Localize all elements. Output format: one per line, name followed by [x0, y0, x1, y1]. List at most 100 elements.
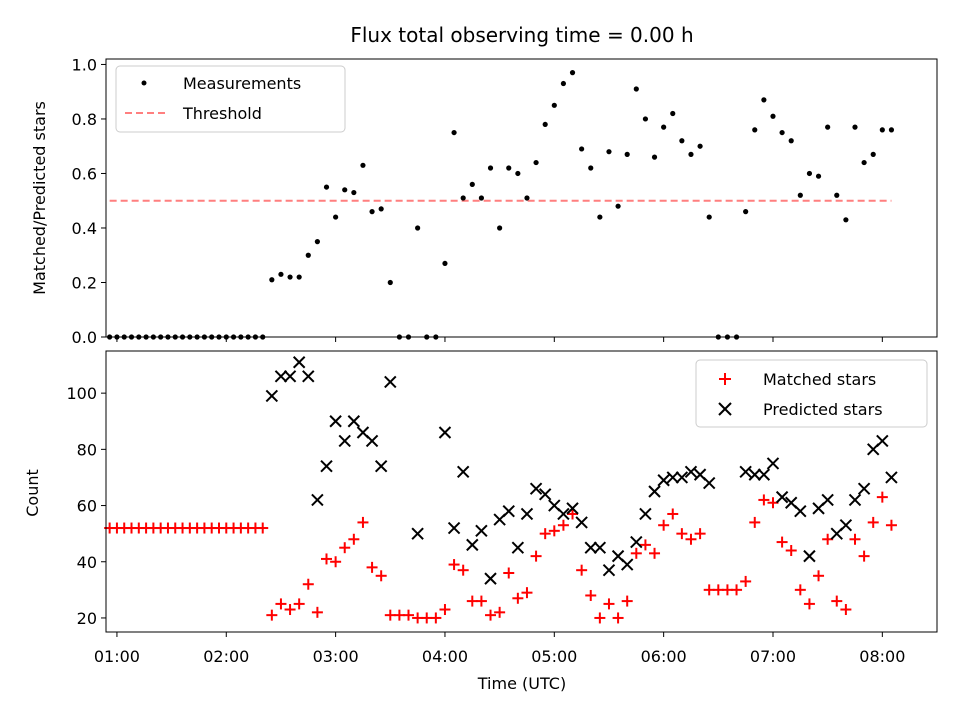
predicted-star-marker	[502, 504, 515, 518]
measurement-point	[825, 124, 831, 130]
matched-star-marker	[831, 595, 843, 607]
measurement-point	[588, 165, 594, 171]
matched-star-marker	[594, 612, 606, 624]
measurement-point	[360, 162, 366, 168]
measurement-point	[442, 260, 448, 267]
measurement-point	[688, 151, 694, 157]
x-tick-label: 01:00	[94, 647, 140, 666]
bottom-legend: Matched stars Predicted stars	[695, 359, 928, 428]
matched-star-marker	[284, 604, 296, 616]
matched-star-marker	[366, 561, 378, 573]
predicted-star-marker	[657, 474, 670, 487]
predicted-star-marker	[311, 493, 324, 507]
bottom-x-ticks: 01:00 02:00 03:00 04:00 05:00 06:00 07:00 08:00	[94, 632, 905, 666]
legend-matched-label: Matched stars	[763, 370, 876, 389]
matched-star-marker	[858, 550, 870, 562]
measurement-point	[569, 70, 576, 76]
predicted-star-marker	[456, 465, 470, 479]
measurement-point	[351, 189, 357, 196]
bottom-y-tick-label: 80	[77, 440, 97, 459]
predicted-star-marker	[620, 558, 634, 571]
measurement-point	[843, 217, 849, 223]
bottom-legend-box	[695, 359, 928, 428]
measurement-point	[788, 138, 794, 144]
matched-star-marker	[676, 528, 688, 540]
measurement-point	[551, 102, 557, 108]
matched-star-marker	[694, 528, 706, 540]
measurement-point	[743, 209, 749, 215]
measurement-point	[870, 151, 876, 157]
predicted-star-marker	[702, 476, 716, 490]
matched-star-marker	[539, 528, 551, 540]
matched-star-marker	[485, 609, 497, 621]
matched-star-marker	[339, 542, 351, 554]
matched-star-marker	[457, 564, 469, 576]
matched-star-marker	[749, 516, 761, 528]
predicted-star-marker	[757, 468, 771, 481]
matched-star-marker	[530, 550, 542, 562]
measurement-point	[697, 143, 703, 149]
matched-star-marker	[822, 533, 834, 545]
top-panel: Flux total observing time = 0.00 h 0.00.…	[30, 23, 938, 347]
measurement-point	[314, 239, 320, 245]
predicted-star-marker	[411, 527, 424, 540]
measurement-point	[651, 154, 658, 160]
predicted-star-marker	[329, 415, 342, 428]
predicted-star-marker	[557, 507, 570, 521]
measurement-point	[469, 181, 475, 187]
predicted-star-marker	[675, 471, 689, 484]
measurement-point	[524, 195, 530, 201]
measurement-point	[278, 271, 284, 277]
predicted-star-marker	[775, 490, 789, 504]
matched-star-marker	[813, 570, 825, 582]
measurement-point	[679, 138, 685, 144]
matched-star-marker	[740, 575, 752, 587]
measurement-point	[387, 279, 393, 286]
measurement-point	[333, 214, 339, 220]
matched-star-marker	[311, 606, 323, 618]
top-y-ticks: 0.0 0.2 0.4 0.6 0.8 1.0	[72, 55, 106, 347]
measurement-point	[834, 192, 840, 198]
predicted-star-marker	[265, 389, 279, 403]
predicted-star-marker	[848, 493, 862, 507]
bottom-y-axis-label: Count	[23, 469, 42, 517]
predicted-star-marker	[739, 465, 752, 479]
measurement-point	[305, 252, 311, 258]
x-tick-label: 06:00	[641, 647, 687, 666]
matched-star-marker	[257, 522, 269, 534]
top-x-ticks	[116, 337, 883, 342]
measurement-point	[861, 159, 867, 166]
matched-star-marker	[849, 533, 861, 545]
matched-star-marker	[293, 598, 305, 610]
legend-threshold-label: Threshold	[182, 104, 262, 123]
predicted-star-marker	[839, 519, 853, 532]
predicted-star-marker	[666, 471, 679, 484]
predicted-star-marker	[857, 482, 871, 495]
predicted-star-marker	[876, 434, 889, 448]
matched-star-marker	[758, 494, 770, 506]
predicted-star-marker	[630, 535, 643, 549]
predicted-star-marker	[484, 572, 497, 585]
legend-measurements-marker	[141, 80, 147, 86]
top-y-tick-label: 1.0	[72, 55, 97, 74]
bottom-y-tick-label: 40	[77, 553, 97, 572]
measurement-point	[624, 151, 630, 157]
x-tick-label: 05:00	[531, 647, 577, 666]
legend-predicted-label: Predicted stars	[763, 400, 883, 419]
matched-star-marker	[576, 564, 588, 576]
measurement-point	[852, 124, 858, 130]
measurement-point	[606, 149, 612, 155]
predicted-star-marker	[520, 507, 534, 521]
measurement-point	[761, 97, 767, 103]
matched-star-marker	[494, 606, 506, 618]
measurement-point	[342, 187, 348, 193]
matched-star-marker	[776, 536, 788, 548]
predicted-star-marker	[821, 493, 834, 507]
matched-star-marker	[667, 508, 679, 520]
measurement-point	[879, 127, 885, 133]
measurement-point	[888, 127, 895, 133]
measurement-point	[533, 159, 539, 166]
matched-star-marker	[275, 598, 287, 610]
predicted-star-marker	[584, 541, 597, 554]
